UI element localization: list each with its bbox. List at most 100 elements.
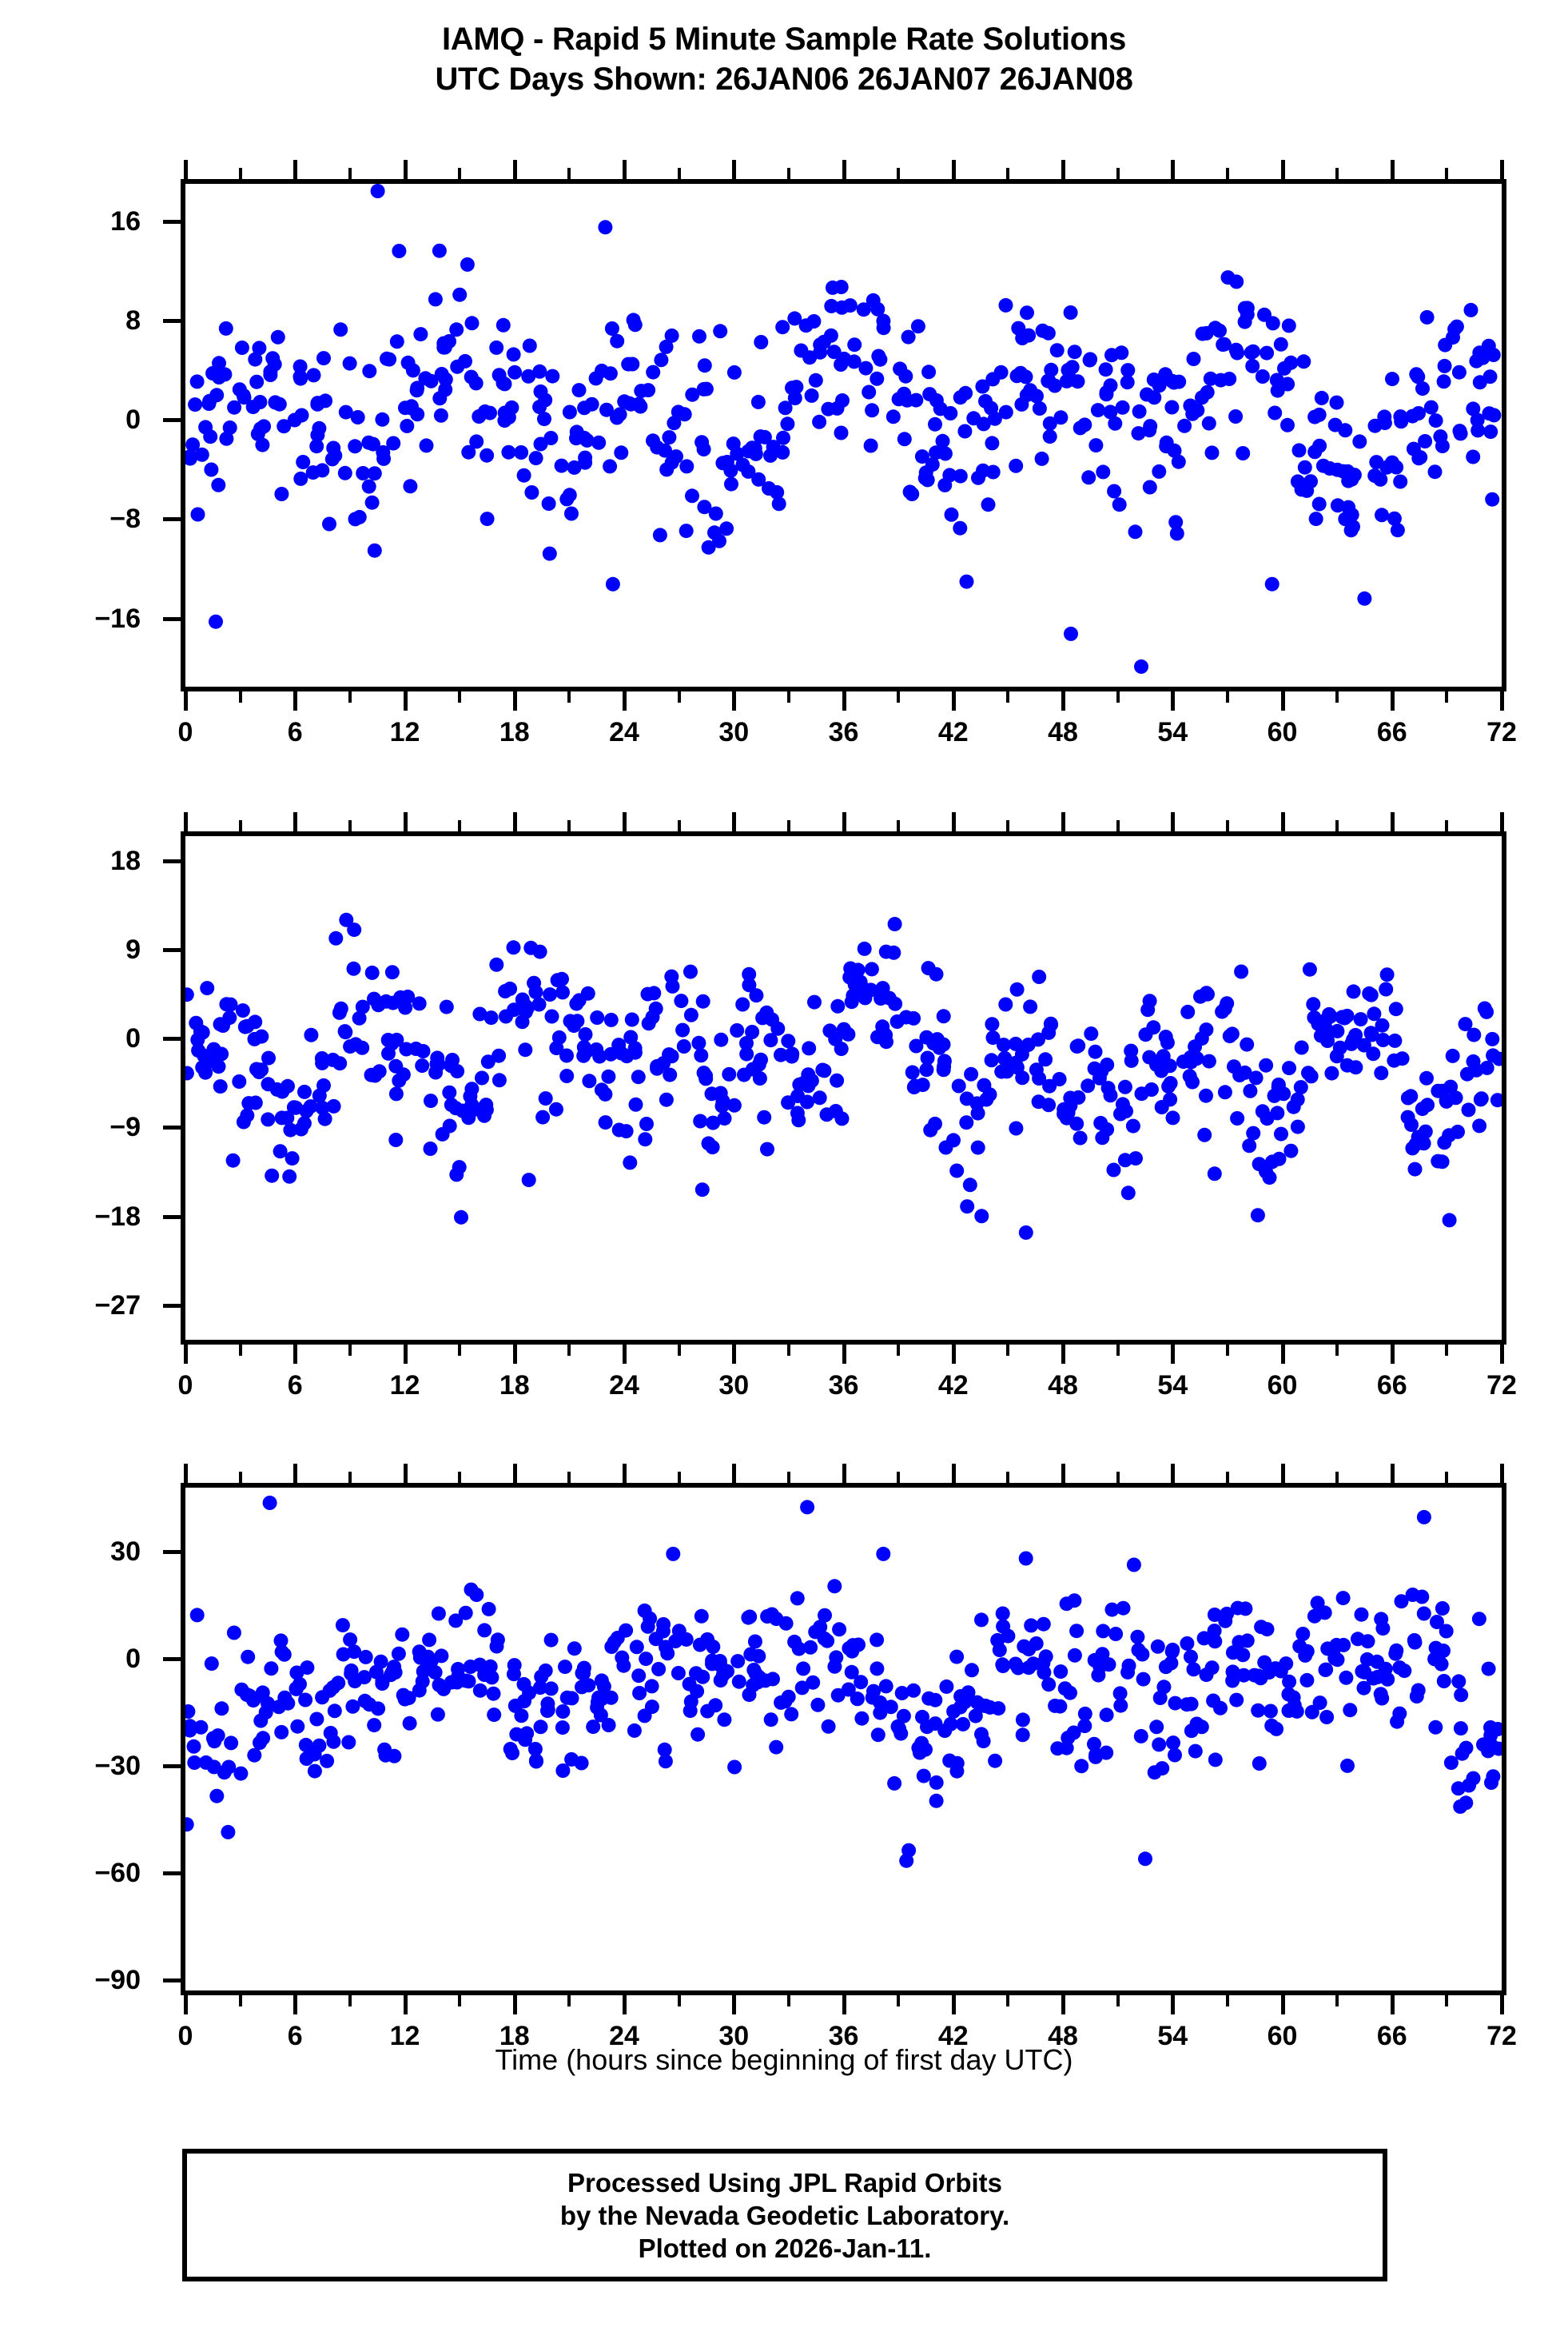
x-tick-mark-top-minor [1335,820,1339,831]
data-point [527,1742,543,1756]
data-point [1207,1608,1222,1622]
data-point [584,396,599,412]
x-tick-mark-minor [897,1345,901,1356]
data-point [915,1078,930,1093]
data-point [726,1098,742,1113]
data-point [1095,1647,1110,1662]
data-point [1240,1633,1255,1648]
data-point [741,464,756,479]
data-point [367,543,382,558]
data-point [690,1727,706,1742]
data-point [631,396,647,412]
plot-panel-east [181,179,1506,691]
data-point [1394,414,1409,429]
data-point [1477,1001,1492,1016]
data-point [1204,445,1220,460]
x-tick-mark-minor [1225,1995,1229,2006]
data-point [846,354,862,369]
data-point [528,985,543,1000]
data-point [1195,326,1210,341]
data-point [1103,1088,1118,1103]
data-point [1236,1648,1251,1663]
data-point [1124,1053,1139,1068]
data-point [752,1071,767,1086]
data-point [519,1726,535,1741]
data-point [975,379,990,394]
data-point [878,1027,893,1042]
x-tick-mark-top-major [732,160,737,179]
data-point [834,1042,849,1057]
y-tick-label: 16 [110,205,141,237]
data-point [1405,1141,1420,1156]
data-point [655,1624,671,1639]
data-point [1282,1674,1297,1689]
y-tick-label: −8 [109,504,141,535]
data-point [1389,1643,1404,1658]
data-point [1363,1026,1379,1041]
data-point [472,1657,488,1672]
data-point [328,448,343,463]
data-point [1437,358,1452,373]
data-point [753,429,768,444]
data-point [464,316,480,331]
data-point [1296,354,1311,369]
x-tick-label: 30 [718,1370,750,1401]
data-point [248,352,263,367]
data-point [581,1678,596,1693]
data-point [1103,404,1118,420]
data-point [826,345,842,360]
data-point [832,1622,847,1637]
data-point [1188,1743,1203,1759]
data-point [249,374,265,389]
x-tick-mark-top-major [1500,1464,1504,1483]
x-tick-mark-top-minor [677,1472,681,1483]
x-tick-mark-top-minor [1445,820,1449,831]
scatter-layer-north [185,912,1502,1240]
data-point [627,1723,642,1738]
data-point [883,1699,898,1715]
x-tick-label: 54 [1157,2021,1188,2051]
data-point [754,335,769,349]
data-point [472,1683,488,1698]
data-point [1483,424,1498,440]
data-point [823,328,838,343]
data-point [909,392,924,408]
data-point [367,466,382,481]
data-point [1032,401,1047,416]
data-point [1474,1091,1489,1106]
data-point [1246,344,1260,359]
data-point [863,438,878,453]
data-point [574,1755,589,1771]
data-point [959,574,974,589]
data-point [1108,1627,1124,1641]
data-point [1074,1759,1089,1774]
x-tick-mark-top-major [184,1464,188,1483]
y-tick-mark [163,948,181,953]
data-point [1066,1725,1081,1740]
data-point [1059,1740,1074,1755]
data-point [679,459,694,474]
x-tick-mark-top-major [403,1464,408,1483]
data-point [270,329,285,345]
data-point [794,1680,810,1696]
data-point [929,1775,944,1790]
data-point [347,922,362,938]
data-point [338,404,353,420]
data-point [1295,1627,1311,1641]
data-point [698,1071,714,1086]
data-point [219,431,234,446]
x-tick-mark-minor [1445,1345,1449,1356]
data-point [1234,964,1249,979]
data-point [776,430,790,445]
data-point [555,1720,570,1735]
x-tick-mark-major [184,1345,188,1364]
x-tick-mark-minor [348,1345,352,1356]
x-tick-mark-top-major [1390,1464,1395,1483]
x-tick-mark-top-minor [348,1472,352,1483]
data-point [640,1619,655,1634]
data-point [285,1151,300,1166]
data-point [559,1048,574,1063]
data-point [1038,1052,1053,1067]
data-point [1319,1710,1335,1724]
data-point [854,1711,870,1726]
